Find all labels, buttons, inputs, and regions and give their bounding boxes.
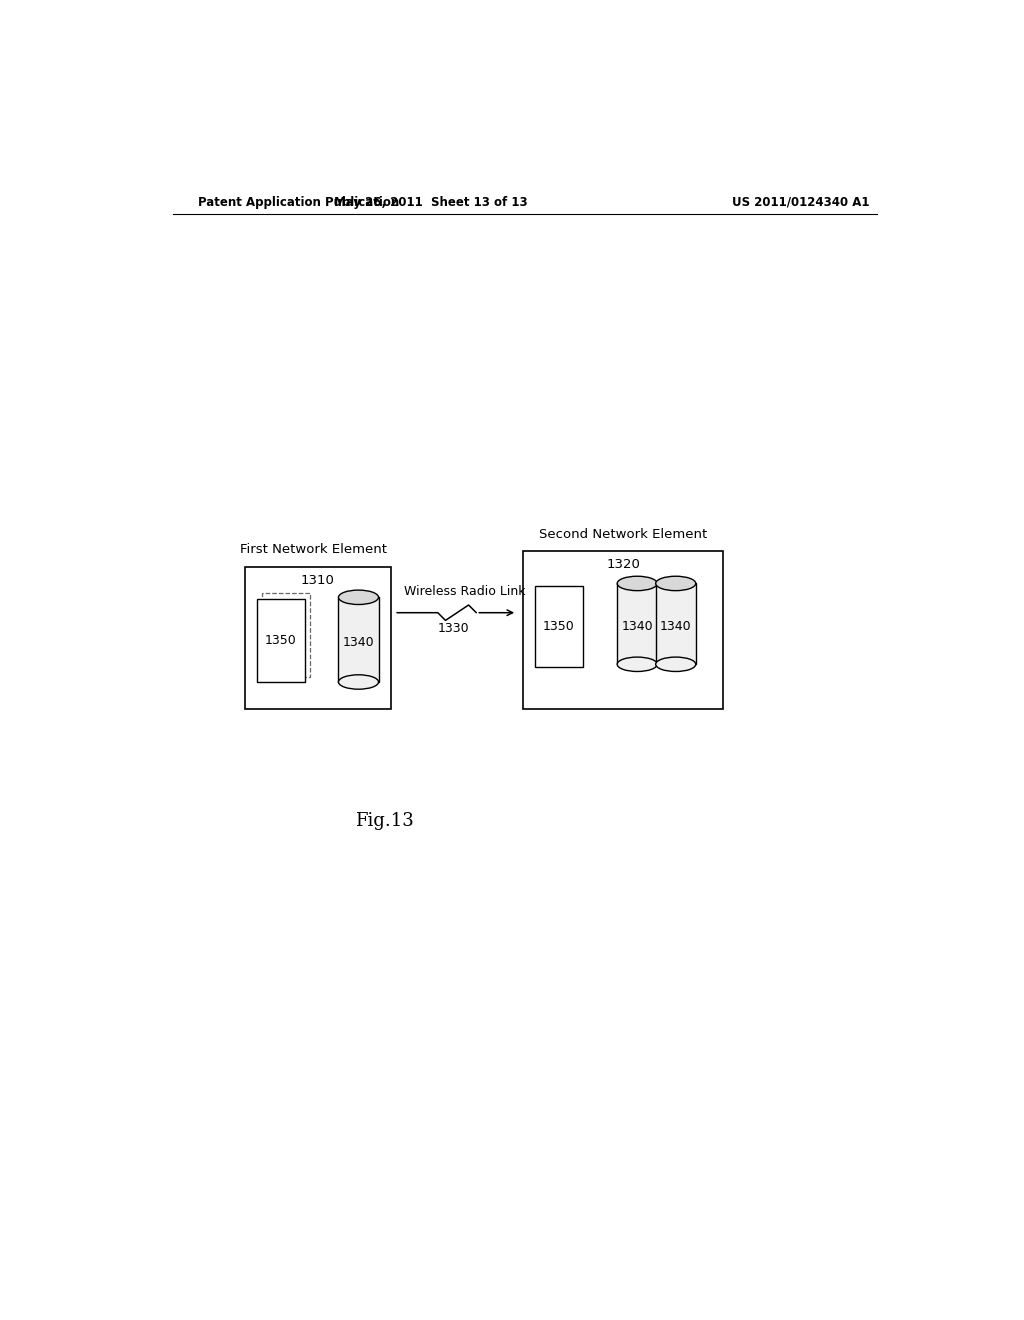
Ellipse shape — [617, 577, 657, 590]
Text: 1350: 1350 — [265, 634, 297, 647]
Text: 1330: 1330 — [437, 622, 469, 635]
Text: 1340: 1340 — [622, 620, 653, 634]
Ellipse shape — [339, 590, 379, 605]
Ellipse shape — [655, 657, 695, 672]
Text: May 26, 2011  Sheet 13 of 13: May 26, 2011 Sheet 13 of 13 — [334, 195, 527, 209]
Ellipse shape — [339, 675, 379, 689]
Bar — [262, 594, 310, 677]
Bar — [257, 599, 304, 682]
Bar — [339, 597, 379, 682]
Text: 1320: 1320 — [606, 558, 640, 572]
Bar — [535, 586, 583, 667]
Text: Wireless Radio Link: Wireless Radio Link — [404, 585, 525, 598]
Bar — [655, 583, 695, 664]
Ellipse shape — [655, 577, 695, 590]
Text: Patent Application Publication: Patent Application Publication — [199, 195, 399, 209]
Ellipse shape — [617, 657, 657, 672]
Text: 1350: 1350 — [543, 619, 574, 632]
Bar — [523, 552, 724, 709]
Text: Second Network Element: Second Network Element — [540, 528, 708, 541]
Text: 1340: 1340 — [659, 620, 691, 634]
Text: Fig.13: Fig.13 — [355, 812, 414, 829]
Bar — [617, 583, 657, 664]
Text: 1340: 1340 — [343, 636, 375, 649]
Text: 1310: 1310 — [301, 574, 335, 587]
Text: US 2011/0124340 A1: US 2011/0124340 A1 — [732, 195, 869, 209]
Bar — [245, 566, 391, 709]
Text: First Network Element: First Network Element — [241, 543, 387, 556]
